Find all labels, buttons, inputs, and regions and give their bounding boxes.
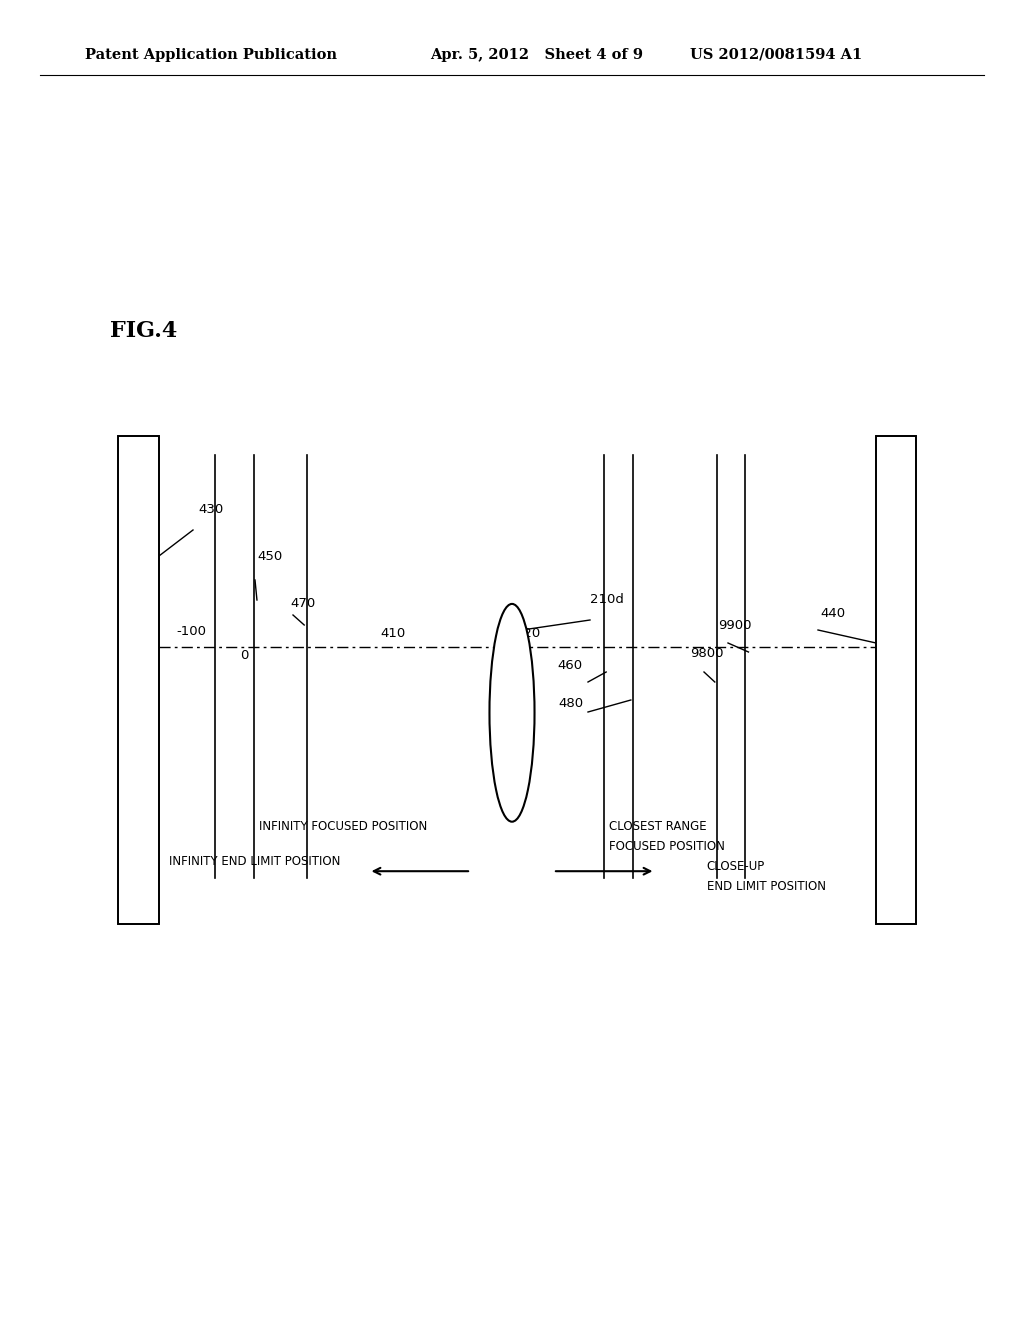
Text: CLOSE-UP: CLOSE-UP [707, 861, 765, 873]
Text: US 2012/0081594 A1: US 2012/0081594 A1 [690, 48, 862, 62]
Text: FIG.4: FIG.4 [110, 319, 177, 342]
Text: Patent Application Publication: Patent Application Publication [85, 48, 337, 62]
Text: 450: 450 [257, 550, 283, 564]
Text: -100: -100 [176, 624, 206, 638]
Text: 9900: 9900 [718, 619, 752, 632]
Bar [876, 436, 916, 924]
Ellipse shape [489, 605, 535, 821]
Bar [876, 436, 916, 924]
Text: CLOSEST RANGE: CLOSEST RANGE [609, 820, 707, 833]
Text: END LIMIT POSITION: END LIMIT POSITION [707, 880, 825, 894]
Text: 460: 460 [557, 659, 582, 672]
Text: 0: 0 [240, 649, 249, 663]
Text: FOCUSED POSITION: FOCUSED POSITION [609, 840, 725, 853]
Text: Apr. 5, 2012   Sheet 4 of 9: Apr. 5, 2012 Sheet 4 of 9 [430, 48, 643, 62]
Text: 420: 420 [515, 627, 541, 640]
Bar [118, 436, 159, 924]
Text: 430: 430 [198, 503, 223, 516]
Text: 440: 440 [820, 607, 845, 620]
Text: 470: 470 [290, 597, 315, 610]
Text: 480: 480 [558, 697, 583, 710]
Text: INFINITY FOCUSED POSITION: INFINITY FOCUSED POSITION [259, 820, 427, 833]
Text: 9800: 9800 [690, 647, 724, 660]
Text: INFINITY END LIMIT POSITION: INFINITY END LIMIT POSITION [169, 855, 340, 869]
Text: 410: 410 [380, 627, 406, 640]
Bar [118, 436, 159, 924]
Text: 210d: 210d [590, 593, 624, 606]
